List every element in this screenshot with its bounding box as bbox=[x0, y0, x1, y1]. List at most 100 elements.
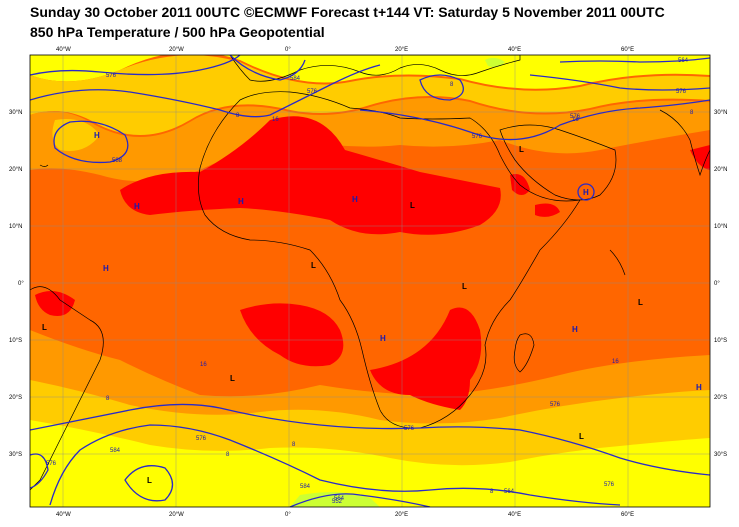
low-pressure-label: L bbox=[462, 282, 467, 291]
high-pressure-label: H bbox=[696, 383, 702, 392]
contour-label: 576 bbox=[46, 461, 57, 467]
isoline-576-east bbox=[529, 74, 710, 91]
contour-label: 584 bbox=[290, 76, 301, 82]
contour-label: 8 bbox=[236, 113, 240, 119]
contour-label: 16 bbox=[612, 359, 619, 365]
coastlines bbox=[30, 55, 710, 491]
lat-label: 20°N bbox=[9, 167, 22, 173]
low-pressure-label: L bbox=[410, 201, 415, 210]
contour-label: 576 bbox=[604, 482, 615, 488]
lat-label: 30°N bbox=[9, 110, 22, 116]
contour-label: 552 bbox=[332, 499, 343, 505]
lon-label: 40°E bbox=[508, 512, 521, 518]
isoline-576-south bbox=[30, 403, 710, 476]
lat-label: 10°S bbox=[714, 338, 727, 344]
map-frame bbox=[29, 54, 711, 508]
isoline-580-loop bbox=[419, 74, 464, 101]
contour-label: 8 bbox=[226, 452, 230, 458]
lat-label: 30°N bbox=[714, 110, 727, 116]
contour-label: 584 bbox=[300, 484, 311, 490]
high-pressure-label: H bbox=[94, 131, 100, 140]
isoline-584-north bbox=[30, 64, 381, 118]
lon-label: 0° bbox=[285, 512, 291, 518]
temp-core-sahara bbox=[120, 116, 501, 235]
contour-label: 8 bbox=[106, 396, 110, 402]
temp-band-12-16-north bbox=[30, 55, 710, 89]
temp-core-atlantic bbox=[240, 303, 344, 367]
lon-label: 20°E bbox=[395, 47, 408, 53]
contour-label: 576 bbox=[550, 402, 561, 408]
geopotential-isolines bbox=[30, 55, 710, 507]
isoline-576-mid bbox=[359, 99, 710, 141]
contour-label: 584 bbox=[110, 448, 121, 454]
contour-label: 564 bbox=[334, 496, 345, 502]
isoline-564-east bbox=[559, 57, 710, 63]
isoline-arabia-low bbox=[577, 183, 595, 201]
low-pressure-label: L bbox=[147, 476, 152, 485]
pressure-centers: H H H H L L L L H H L L H L H L L H bbox=[42, 131, 702, 485]
contour-label: 576 bbox=[106, 73, 117, 79]
low-pressure-label: L bbox=[579, 432, 584, 441]
lon-label: 60°E bbox=[621, 47, 634, 53]
isoline-576-north bbox=[30, 55, 241, 76]
contour-label: 16 bbox=[272, 117, 279, 123]
longitude-labels-bottom: 40°W 20°W 0° 20°E 40°E 60°E bbox=[56, 512, 634, 518]
europe-coastline bbox=[229, 55, 521, 82]
lon-label: 0° bbox=[285, 47, 291, 53]
low-pressure-label: L bbox=[311, 261, 316, 270]
contour-label: 8 bbox=[690, 110, 694, 116]
high-pressure-label: H bbox=[103, 264, 109, 273]
high-pressure-label: H bbox=[352, 195, 358, 204]
lon-label: 20°W bbox=[169, 47, 184, 53]
lat-label: 30°S bbox=[714, 452, 727, 458]
contour-label: 564 bbox=[504, 489, 515, 495]
high-pressure-label: H bbox=[572, 325, 578, 334]
low-pressure-label: L bbox=[638, 298, 643, 307]
temp-band-8-12 bbox=[290, 492, 380, 507]
india-coastline bbox=[659, 109, 710, 177]
isoline-584-south bbox=[49, 424, 621, 506]
low-pressure-label: L bbox=[230, 374, 235, 383]
south-america-coastline bbox=[30, 286, 104, 491]
contour-label: 8 bbox=[292, 442, 296, 448]
contour-label: 8 bbox=[490, 489, 494, 495]
contour-label: 576 bbox=[196, 436, 207, 442]
high-pressure-label: H bbox=[238, 197, 244, 206]
lat-label: 10°N bbox=[9, 224, 22, 230]
lat-label: 0° bbox=[714, 281, 720, 287]
lat-label: 0° bbox=[18, 281, 24, 287]
lon-label: 60°E bbox=[621, 512, 634, 518]
graticule bbox=[30, 55, 710, 507]
contour-label: 576 bbox=[472, 134, 483, 140]
contour-label: 576 bbox=[570, 114, 581, 120]
lon-label: 40°W bbox=[56, 512, 71, 518]
lon-label: 40°E bbox=[508, 47, 521, 53]
africa-coastline bbox=[198, 91, 581, 429]
contour-label: 576 bbox=[676, 89, 687, 95]
temp-band-12-16-south bbox=[30, 420, 710, 507]
lon-label: 20°E bbox=[395, 512, 408, 518]
lat-label: 10°S bbox=[9, 338, 22, 344]
low-pressure-label: L bbox=[519, 145, 524, 154]
contour-label: 16 bbox=[200, 362, 207, 368]
temp-core-southern-africa bbox=[370, 307, 482, 410]
high-pressure-label: H bbox=[583, 188, 589, 197]
contour-label: 564 bbox=[678, 58, 689, 64]
contour-label: 16 bbox=[572, 117, 579, 123]
temperature-field bbox=[30, 55, 710, 507]
temp-band-20-24-north bbox=[30, 98, 710, 182]
madagascar-coastline bbox=[513, 333, 535, 373]
isoline-564-north bbox=[229, 55, 306, 81]
lat-label: 30°S bbox=[9, 452, 22, 458]
forecast-title: Sunday 30 October 2011 00UTC ©ECMWF Fore… bbox=[30, 4, 665, 20]
isoline-south-low bbox=[124, 465, 174, 502]
lat-label: 20°N bbox=[714, 167, 727, 173]
arabia-coastline bbox=[499, 124, 617, 201]
contour-label: 576 bbox=[404, 426, 415, 432]
longitude-labels-top: 40°W 20°W 0° 20°E 40°E 60°E bbox=[56, 47, 634, 53]
temp-band-16-20-north bbox=[30, 55, 710, 135]
latitude-labels-right: 30°N 20°N 10°N 0° 10°S 20°S 30°S bbox=[714, 110, 727, 458]
high-pressure-label: H bbox=[134, 202, 140, 211]
lat-label: 20°S bbox=[9, 395, 22, 401]
